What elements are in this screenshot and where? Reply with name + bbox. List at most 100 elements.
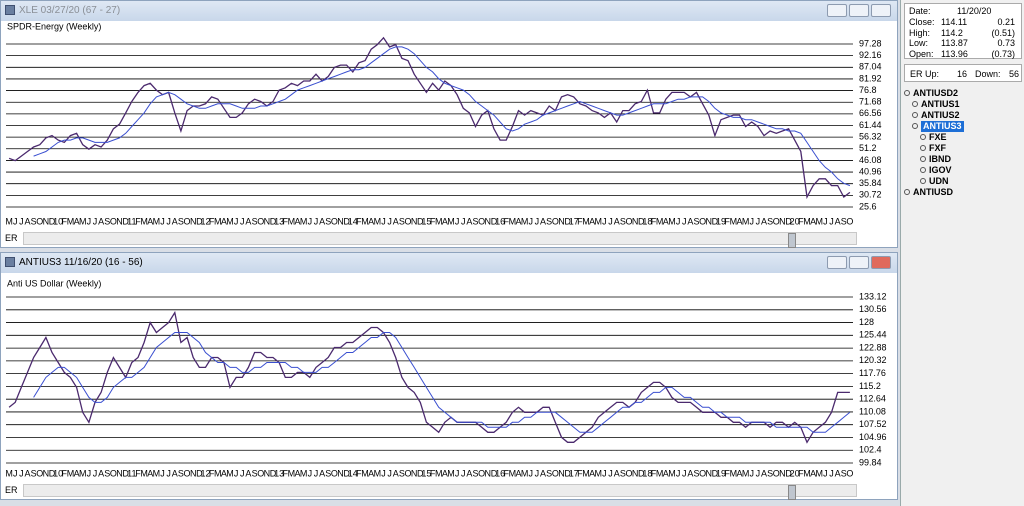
y-tick-label: 40.96 (859, 166, 882, 176)
tree-item[interactable]: FXF (929, 143, 946, 153)
tree-node-icon (920, 134, 926, 140)
window-button[interactable] (871, 4, 891, 17)
scroll-track[interactable] (23, 232, 857, 248)
x-tick-label: 19 (716, 468, 726, 478)
window-button[interactable] (827, 256, 847, 269)
x-tick-label: A (466, 468, 472, 478)
x-tick-label: J (608, 468, 613, 478)
x-tick-label: O (257, 468, 264, 478)
tree-item[interactable]: ANTIUS1 (921, 99, 960, 109)
x-tick-label: O (478, 468, 485, 478)
x-tick-label: S (546, 468, 552, 478)
x-tick-label: M (435, 468, 443, 478)
x-tick-label: S (399, 216, 405, 226)
scroll-thumb[interactable] (788, 233, 796, 248)
title-bar: ANTIUS3 11/16/20 (16 - 56) (1, 253, 897, 273)
x-tick-label: J (461, 216, 466, 226)
x-tick-label: A (245, 468, 251, 478)
x-tick-label: M (226, 468, 234, 478)
x-tick-label: F (577, 468, 583, 478)
tree-item[interactable]: ANTIUS2 (921, 110, 960, 120)
tree-item[interactable]: FXE (929, 132, 947, 142)
x-tick-label: M (300, 216, 308, 226)
window-button[interactable] (871, 256, 891, 269)
y-tick-label: 125.44 (859, 330, 887, 340)
window-button[interactable] (849, 256, 869, 269)
x-tick-label: N (706, 468, 713, 478)
y-tick-label: 51.2 (859, 143, 877, 153)
x-tick-label: 17 (569, 216, 579, 226)
tree-item[interactable]: IBND (929, 154, 951, 164)
y-tick-label: 104.96 (859, 432, 887, 442)
y-tick-label: 130.56 (859, 304, 887, 314)
x-tick-label: A (736, 216, 742, 226)
x-tick-label: M (803, 216, 811, 226)
x-tick-label: J (93, 468, 98, 478)
tree-item[interactable]: IGOV (929, 165, 952, 175)
x-tick-label: N (43, 468, 50, 478)
x-tick-label: D (564, 468, 571, 478)
x-tick-label: J (240, 216, 245, 226)
x-tick-label: N (337, 468, 344, 478)
x-tick-label: J (529, 468, 534, 478)
x-tick-label: N (706, 216, 713, 226)
x-tick-label: J (756, 216, 761, 226)
x-tick-label: O (846, 216, 853, 226)
scroll-thumb[interactable] (788, 485, 796, 500)
series-line (8, 36, 851, 200)
scroll-track[interactable] (23, 484, 857, 500)
x-tick-label: O (699, 216, 706, 226)
x-tick-label: F (651, 468, 657, 478)
x-tick-label: M (79, 216, 87, 226)
tree-node-icon (920, 167, 926, 173)
window-button[interactable] (827, 4, 847, 17)
y-tick-label: 87.04 (859, 62, 882, 72)
y-tick-label: 35.84 (859, 178, 882, 188)
window-icon (5, 257, 15, 267)
x-tick-label: A (442, 216, 448, 226)
x-tick-label: J (823, 216, 828, 226)
x-tick-label: F (503, 468, 509, 478)
x-tick-label: O (625, 468, 632, 478)
x-tick-label: A (687, 468, 693, 478)
tree-item[interactable]: ANTIUS3 (921, 121, 964, 132)
x-tick-label: M (374, 216, 382, 226)
x-tick-label: O (478, 216, 485, 226)
x-tick-label: D (785, 216, 792, 226)
tree-item[interactable]: UDN (929, 176, 949, 186)
x-tick-label: D (712, 216, 719, 226)
info-label: Low: (909, 38, 929, 48)
x-tick-label: N (411, 216, 418, 226)
x-tick-label: A (221, 468, 227, 478)
x-tick-label: S (31, 468, 37, 478)
info-value: 114.11 (941, 17, 968, 27)
x-tick-label: D (638, 468, 645, 478)
x-tick-label: A (295, 468, 301, 478)
x-tick-label: J (455, 468, 460, 478)
date-label: Date: (909, 6, 931, 16)
x-tick-label: J (829, 216, 834, 226)
window-button[interactable] (849, 4, 869, 17)
x-tick-label: D (785, 468, 792, 478)
tree-item[interactable]: ANTIUSD (913, 187, 953, 197)
x-tick-label: N (190, 468, 197, 478)
x-tick-label: A (515, 468, 521, 478)
x-tick-label: O (110, 216, 117, 226)
x-tick-label: S (473, 216, 479, 226)
x-tick-label: D (343, 216, 350, 226)
x-tick-label: J (240, 468, 245, 478)
x-tick-label: J (87, 468, 92, 478)
x-tick-label: A (295, 216, 301, 226)
y-tick-label: 81.92 (859, 73, 882, 83)
x-tick-label: A (761, 468, 767, 478)
x-tick-label: M (5, 468, 13, 478)
x-tick-label: D (49, 468, 56, 478)
x-tick-label: A (687, 216, 693, 226)
x-tick-label: D (122, 468, 129, 478)
x-tick-label: J (87, 216, 92, 226)
chart-window: XLE 03/27/20 (67 - 27) SPDR-Energy (Weekl… (0, 0, 898, 248)
x-tick-label: S (31, 216, 37, 226)
x-tick-label: J (387, 216, 392, 226)
tree-item[interactable]: ANTIUSD2 (913, 88, 959, 98)
x-tick-label: J (756, 468, 761, 478)
